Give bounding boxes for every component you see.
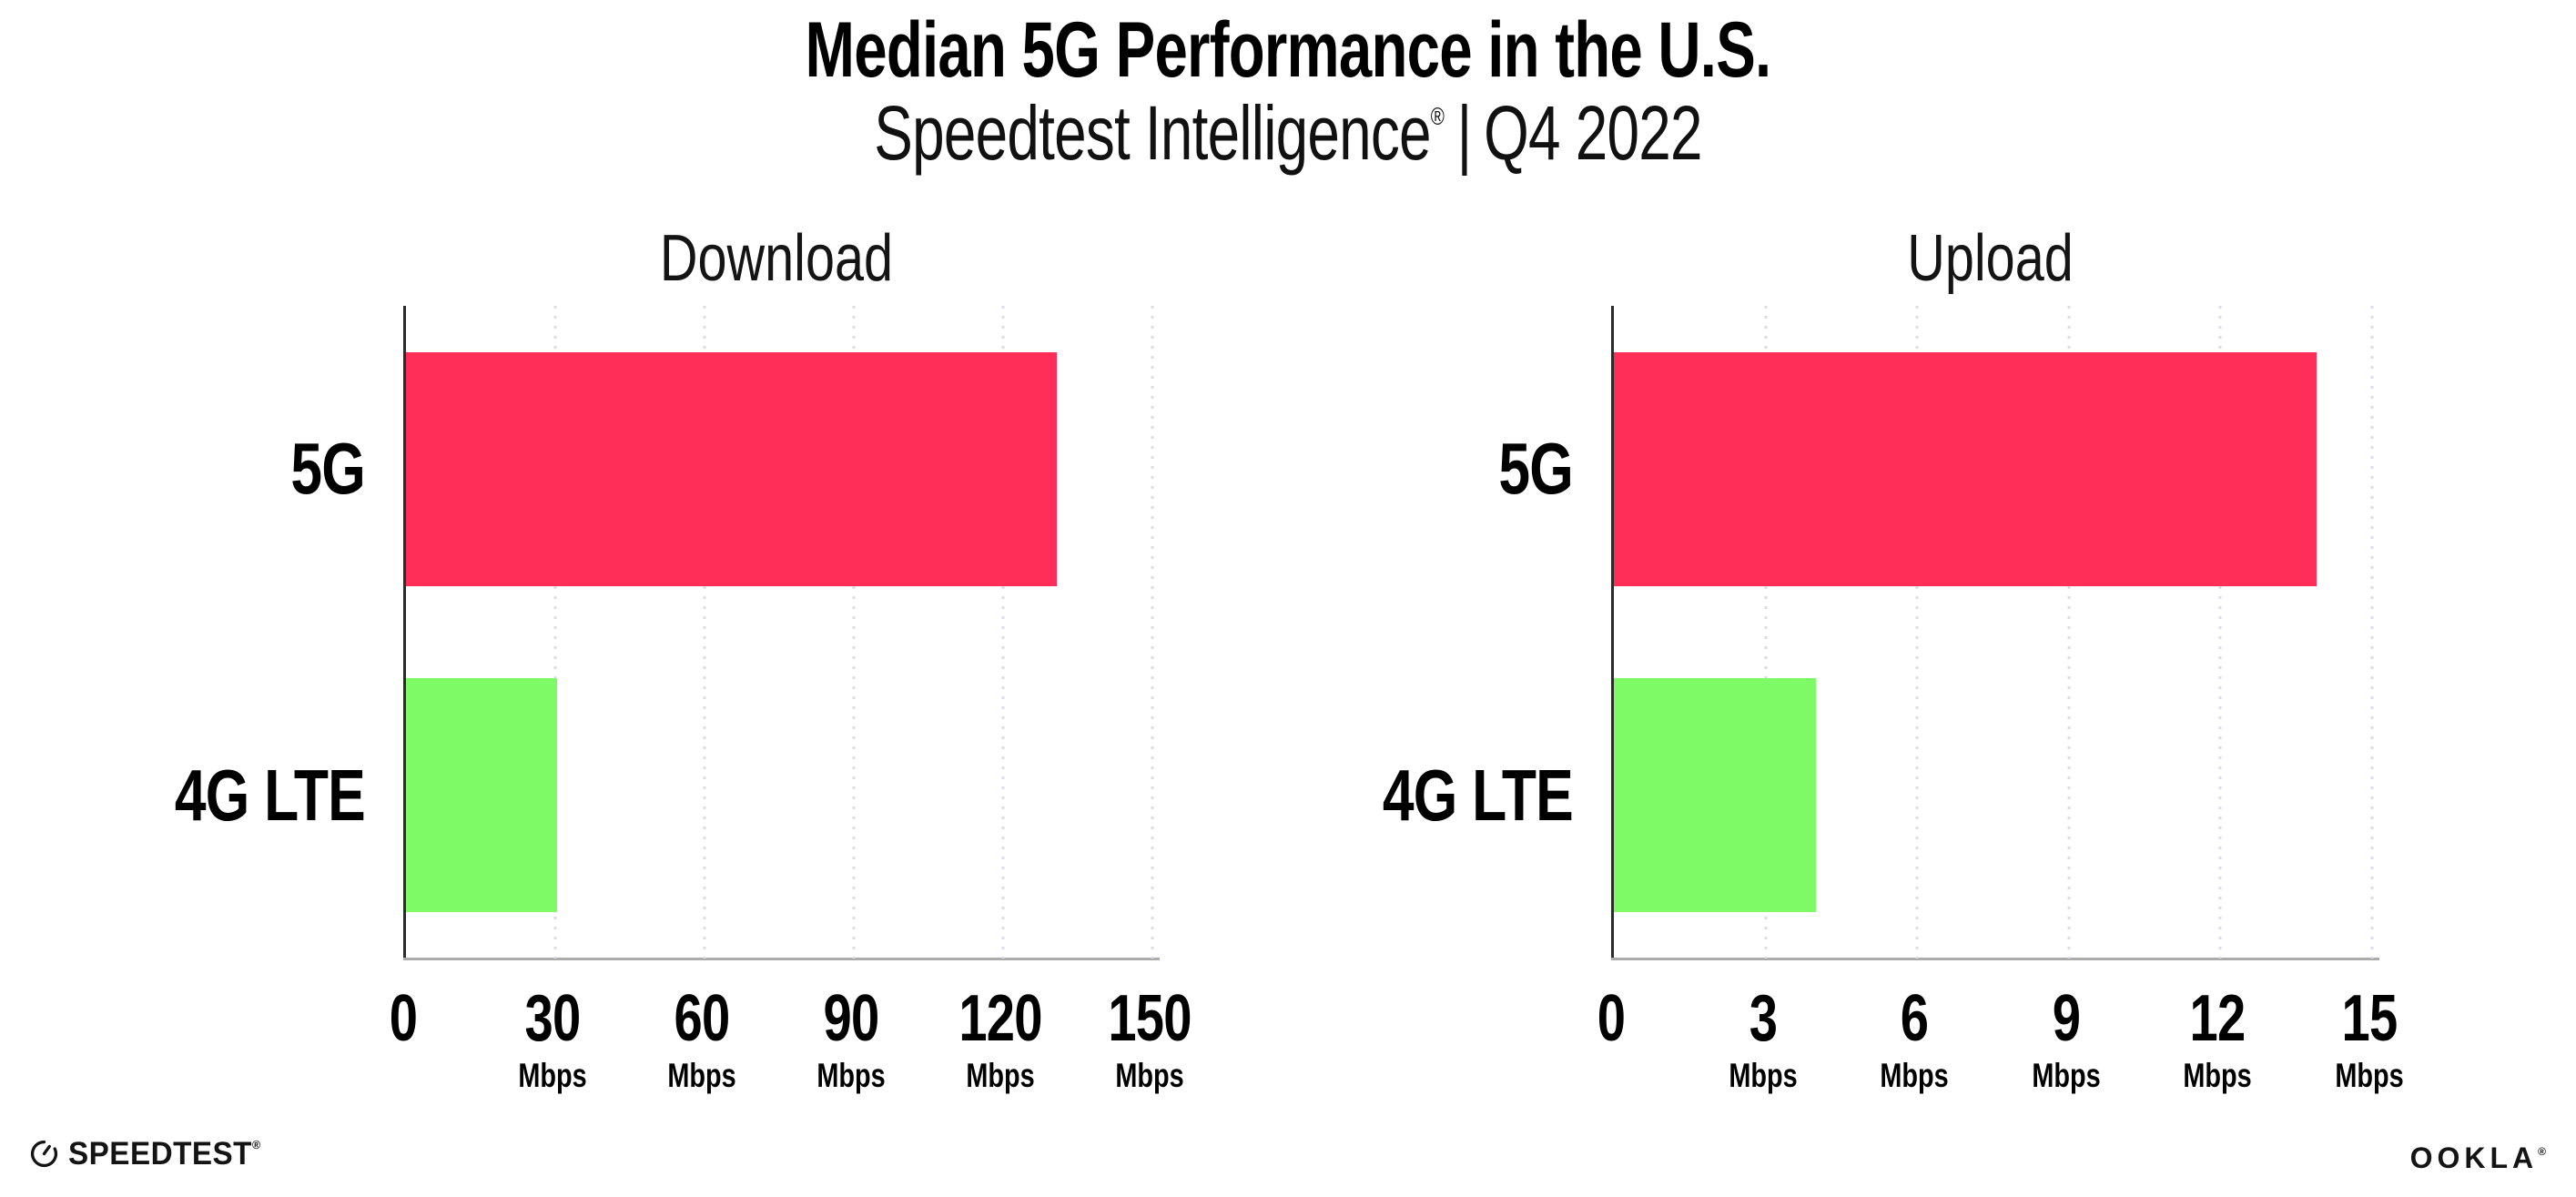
x-tick-unit: Mbps [1728,1057,1798,1094]
speedtest-gauge-icon [30,1140,58,1168]
ookla-registered-mark: ® [2538,1145,2546,1158]
gridline-60 [703,306,706,959]
x-tick-unit: Mbps [2335,1057,2404,1094]
speedtest-text: SPEEDTEST [68,1136,252,1172]
x-axis-line [403,958,1160,960]
ookla-wordmark: OOKLA [2409,1141,2539,1174]
gridline-120 [1001,306,1005,959]
download-plot-area: 5G 4G LTE [175,306,1160,960]
chart-title-download: Download [659,222,894,295]
x-tick-15: 15 Mbps [2335,986,2403,1092]
upload-plot-area: 5G 4G LTE [1383,306,2379,960]
registered-mark: ® [1430,103,1445,130]
x-tick-3: 3 Mbps [1729,986,1797,1092]
x-tick-value: 6 [1900,982,1929,1055]
gridline-9 [2067,306,2071,959]
gridline-15 [2370,306,2374,959]
x-tick-value: 150 [1108,982,1192,1055]
bar-5g [1614,351,2317,586]
subtitle-period: Q4 2022 [1484,90,1702,176]
gridline-150 [1151,306,1154,959]
subtitle-separator: | [1456,90,1473,176]
x-tick-120: 120 Mbps [958,982,1042,1094]
x-tick-value: 12 [2189,982,2246,1055]
x-tick-value: 0 [1597,982,1626,1055]
x-tick-unit: Mbps [667,1057,736,1094]
x-tick-value: 30 [524,982,582,1055]
x-tick-12: 12 Mbps [2184,986,2252,1092]
speedtest-registered-mark: ® [251,1138,261,1151]
x-tick-60: 60 Mbps [667,986,735,1092]
x-tick-0: 0 [1597,982,1626,1055]
x-tick-150: 150 Mbps [1108,982,1192,1094]
x-tick-value: 3 [1749,982,1777,1055]
page-subtitle: Speedtest Intelligence® | Q4 2022 [309,95,2267,171]
download-chart: Download 5G 4G LTE 0 30 Mbps 60 Mbps 90 Mbps 120… [175,226,1192,1092]
gridline-12 [2218,306,2222,959]
x-tick-value: 0 [389,982,418,1055]
x-tick-9: 9 Mbps [2032,986,2100,1092]
download-x-axis-ticks: 0 30 Mbps 60 Mbps 90 Mbps 120 Mbps 150 Mbps [390,982,1192,1141]
category-label-5g: 5G [1498,428,1573,509]
bar-5g [406,351,1058,586]
category-label-4g-lte: 4G LTE [174,754,366,836]
chart-title-upload: Upload [1907,222,2074,295]
gridline-90 [852,306,856,959]
speedtest-logo: SPEEDTEST® [30,1138,270,1170]
x-tick-90: 90 Mbps [816,986,885,1092]
gridline-6 [1915,306,1919,959]
category-label-4g-lte: 4G LTE [1382,754,1574,836]
ookla-logo: OOKLA® [2410,1143,2546,1172]
x-tick-value: 60 [674,982,731,1055]
subtitle-brand: Speedtest Intelligence [874,90,1431,176]
x-tick-unit: Mbps [966,1057,1035,1094]
x-axis-line [1611,958,2379,960]
upload-x-axis-ticks: 0 3 Mbps 6 Mbps 9 Mbps 12 Mbps 15 Mbps [1597,986,2404,1141]
upload-chart: Upload 5G 4G LTE 0 3 Mbps 6 Mbps 9 Mbps 12 Mbps 15… [1383,226,2404,1092]
x-tick-unit: Mbps [816,1057,886,1094]
bar-4g-lte [1614,678,1817,913]
x-tick-6: 6 Mbps [1881,986,1949,1092]
x-tick-value: 90 [823,982,880,1055]
x-tick-value: 120 [958,982,1042,1055]
speedtest-wordmark: SPEEDTEST® [68,1138,260,1170]
page-title: Median 5G Performance in the U.S. [805,6,1772,94]
gridline-3 [1764,306,1768,959]
x-tick-30: 30 Mbps [518,986,586,1092]
x-tick-unit: Mbps [2032,1057,2101,1094]
x-tick-value: 9 [2052,982,2081,1055]
gridline-30 [553,306,557,959]
x-tick-0: 0 [389,982,418,1055]
x-tick-unit: Mbps [2183,1057,2253,1094]
x-tick-value: 15 [2341,982,2399,1055]
bar-4g-lte [406,678,557,913]
category-label-5g: 5G [290,428,365,509]
x-tick-unit: Mbps [518,1057,587,1094]
x-tick-unit: Mbps [1115,1057,1184,1094]
x-tick-unit: Mbps [1880,1057,1949,1094]
